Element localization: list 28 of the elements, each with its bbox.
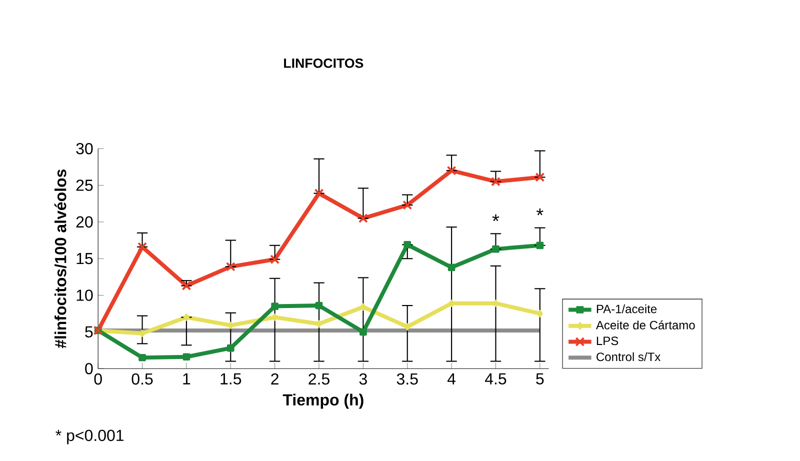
x-tick-label: 2	[271, 373, 278, 384]
x-tick-label: 0.5	[132, 373, 153, 385]
x-tick-label: 4.5	[484, 373, 506, 384]
x-tick-label: 3.5	[396, 373, 418, 385]
y-tick-label: 30	[76, 142, 93, 154]
x-axis-title: Tiempo (h)	[282, 394, 364, 409]
x-tick-label: 0	[94, 373, 102, 385]
annotation: *	[536, 208, 544, 216]
legend-label: LPS	[596, 336, 618, 346]
y-tick-label: 5	[85, 326, 93, 338]
text: * p<0.001	[56, 430, 124, 444]
x-tick-label: 4	[447, 373, 456, 384]
x-tick-label: 3	[359, 373, 367, 385]
legend-label: Aceite de Cártamo	[596, 320, 695, 330]
legend-label: Control s/Tx	[596, 352, 661, 362]
x-tick-label: 5	[536, 373, 544, 384]
y-axis-title: #linfocitos/100 alvéolos	[54, 169, 66, 348]
x-tick-label: 2.5	[308, 373, 330, 385]
y-tick-label: 20	[76, 216, 93, 228]
x-tick-label: 1.5	[220, 373, 242, 384]
legend-label: PA-1/aceite	[596, 304, 657, 314]
annotation: *	[492, 214, 500, 222]
y-tick-label: 15	[76, 253, 93, 264]
chart-title: LINFOCITOS	[284, 58, 364, 68]
x-tick-label: 1	[183, 373, 190, 384]
y-tick-label: 0	[85, 362, 93, 374]
y-tick-label: 25	[76, 180, 93, 191]
y-tick-label: 10	[76, 290, 93, 301]
